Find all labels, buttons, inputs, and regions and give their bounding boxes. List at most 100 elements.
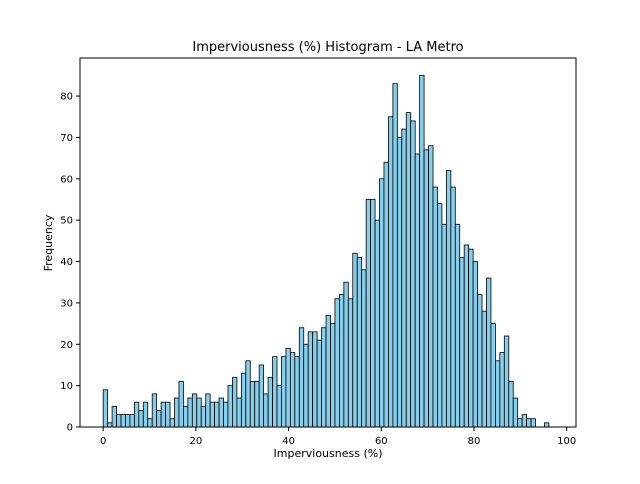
histogram-bar	[240, 372, 247, 428]
y-axis-label: Frequency	[42, 214, 55, 271]
y-tick-label: 30	[60, 298, 73, 309]
histogram-bar	[481, 310, 487, 428]
x-tick-label: 60	[375, 436, 388, 447]
histogram-bar	[361, 269, 367, 428]
y-tick-label: 40	[60, 257, 73, 268]
histogram-bar	[486, 277, 492, 428]
histogram-bar	[325, 314, 331, 428]
histogram-bar	[218, 397, 224, 428]
histogram-bar	[236, 397, 242, 428]
histogram-bar	[289, 352, 296, 428]
histogram-bar	[544, 422, 550, 428]
histogram-bar	[312, 331, 318, 428]
histogram-bar	[267, 376, 273, 428]
histogram-bar	[517, 418, 523, 428]
histogram-bar	[303, 343, 309, 428]
x-tick-label: 20	[190, 436, 203, 447]
histogram-bar	[490, 323, 496, 428]
histogram-bar	[365, 199, 372, 428]
histogram-bar	[530, 418, 536, 428]
histogram-bar	[405, 112, 412, 428]
histogram-bar	[379, 178, 385, 428]
histogram-bar	[356, 256, 363, 428]
histogram-bar	[508, 381, 514, 428]
histogram-bar	[142, 401, 149, 428]
histogram-bar	[521, 414, 528, 428]
histogram-bar	[232, 376, 238, 428]
histogram-bar	[316, 339, 322, 428]
histogram-bar	[477, 294, 483, 428]
histogram-bar	[254, 381, 260, 428]
y-tick-label: 80	[60, 92, 73, 103]
histogram-bar	[503, 335, 510, 428]
histogram-bar	[441, 223, 447, 428]
histogram-bar	[223, 401, 229, 428]
histogram-bar	[392, 83, 398, 428]
histogram-bar	[294, 356, 300, 428]
bars-group	[102, 74, 550, 428]
y-tick-label: 0	[67, 423, 73, 434]
histogram-bar	[147, 418, 153, 428]
x-tick-label: 80	[468, 436, 481, 447]
histogram-bar	[321, 327, 327, 428]
histogram-bar	[160, 401, 166, 428]
histogram-bar	[245, 360, 251, 428]
histogram-bar	[410, 120, 416, 428]
histogram-bar	[338, 294, 345, 428]
histogram-bar	[374, 219, 380, 428]
histogram-bar	[129, 414, 135, 428]
plot-frame	[79, 57, 577, 428]
histogram-bar	[445, 170, 452, 428]
x-tick-label: 100	[557, 436, 576, 447]
histogram-bar	[191, 393, 198, 428]
histogram-bar	[450, 186, 456, 428]
histogram-bar	[258, 364, 265, 428]
histogram-bar	[227, 385, 233, 428]
histogram-bar	[169, 418, 175, 428]
histogram-bar	[343, 281, 349, 428]
histogram-bar	[298, 327, 305, 428]
histogram-bar	[120, 414, 126, 428]
histogram-bar	[463, 244, 470, 428]
histogram-bar	[423, 149, 429, 428]
histogram-bar	[401, 128, 407, 428]
histogram-bar	[396, 137, 403, 428]
histogram-bar	[526, 418, 532, 428]
histogram-bar	[499, 352, 505, 428]
histogram-bar	[111, 405, 117, 428]
histogram-bar	[432, 186, 438, 428]
histogram-bar	[307, 331, 314, 428]
histogram-bar	[388, 116, 394, 428]
histogram-bar	[138, 410, 144, 428]
histogram-bar	[281, 356, 287, 428]
histogram-bar	[107, 422, 113, 428]
histogram-bar	[347, 298, 354, 428]
histogram-bar	[263, 393, 269, 428]
histogram-bar	[494, 360, 501, 428]
histogram-bar	[352, 252, 358, 428]
histogram-bar	[459, 256, 465, 428]
histogram-bar	[209, 401, 216, 428]
histogram-bar	[178, 381, 184, 428]
y-tick-label: 20	[60, 340, 73, 351]
x-tick-label: 0	[100, 436, 106, 447]
y-tick-label: 60	[60, 174, 73, 185]
x-tick-label: 40	[282, 436, 295, 447]
histogram-bar	[205, 393, 211, 428]
histogram-bar	[370, 199, 376, 428]
histogram-bar	[330, 323, 336, 428]
histogram-bar	[272, 356, 278, 428]
histogram-bar	[512, 397, 519, 428]
histogram-bar	[182, 405, 189, 428]
histogram-bar	[165, 401, 171, 428]
x-axis-ticks: 0 20 40 60 80 100	[100, 427, 576, 447]
histogram-bar	[116, 414, 122, 428]
histogram-bar	[334, 298, 340, 428]
histogram-bar	[276, 385, 282, 428]
histogram-bar	[285, 347, 291, 428]
histogram-bar	[419, 74, 425, 428]
histogram-bar	[187, 397, 193, 428]
histogram-bar	[437, 203, 443, 428]
